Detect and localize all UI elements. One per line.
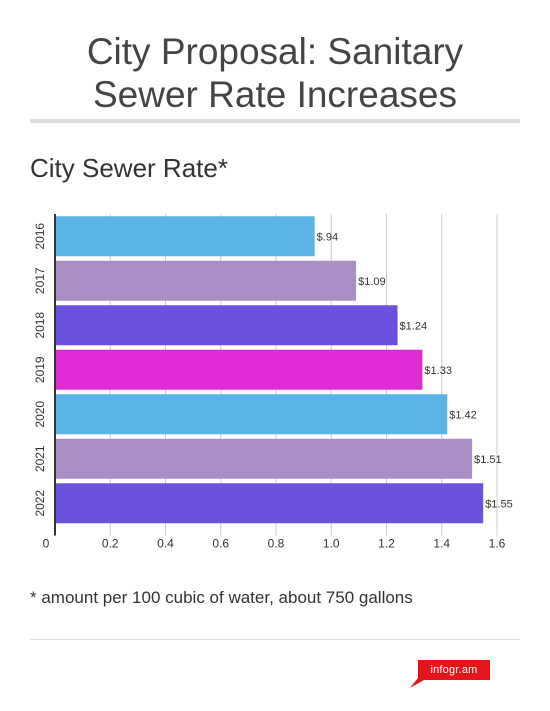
bar xyxy=(55,216,315,257)
bar xyxy=(55,394,448,435)
x-tick-label: 1.0 xyxy=(323,537,340,551)
data-label: $.94 xyxy=(317,231,338,243)
data-label: $1.55 xyxy=(485,498,513,510)
x-tick-label: 1.2 xyxy=(378,537,395,551)
x-tick-label: 1.4 xyxy=(433,537,450,551)
page-title: City Proposal: Sanitary Sewer Rate Incre… xyxy=(86,31,464,115)
category-label: 2016 xyxy=(33,223,47,250)
data-label: $1.42 xyxy=(449,409,477,421)
logo-text: infogr.am xyxy=(430,664,478,676)
category-label: 2019 xyxy=(33,356,47,383)
category-label: 2021 xyxy=(33,445,47,472)
data-label: $1.09 xyxy=(358,276,386,288)
category-label: 2020 xyxy=(33,401,47,428)
footer-divider xyxy=(30,639,520,640)
bar xyxy=(55,260,357,301)
bar xyxy=(55,438,473,479)
bar xyxy=(55,305,398,346)
bar xyxy=(55,349,423,390)
x-tick-label: 0.6 xyxy=(212,537,229,551)
chart-title: City Sewer Rate* xyxy=(30,153,228,183)
footnote: * amount per 100 cubic of water, about 7… xyxy=(30,588,413,607)
x-tick-label: 0.4 xyxy=(157,537,174,551)
title-divider xyxy=(30,119,520,123)
infogram-logo[interactable]: infogr.am xyxy=(410,660,490,688)
data-label: $1.51 xyxy=(474,454,502,466)
x-tick-label: 0 xyxy=(43,537,50,551)
x-tick-label: 1.6 xyxy=(489,537,506,551)
bar-chart: $.94 2016 $1.09 2017 $1.24 2018 $1.33 2019 $1.42… xyxy=(33,214,513,551)
x-tick-label: 0.2 xyxy=(102,537,119,551)
category-label: 2018 xyxy=(33,312,47,339)
data-label: $1.24 xyxy=(400,320,428,332)
category-label: 2017 xyxy=(33,267,47,294)
data-label: $1.33 xyxy=(424,365,452,377)
category-label: 2022 xyxy=(33,490,47,517)
logo-badge-icon xyxy=(410,660,490,688)
bar xyxy=(55,483,484,524)
x-tick-label: 0.8 xyxy=(268,537,285,551)
